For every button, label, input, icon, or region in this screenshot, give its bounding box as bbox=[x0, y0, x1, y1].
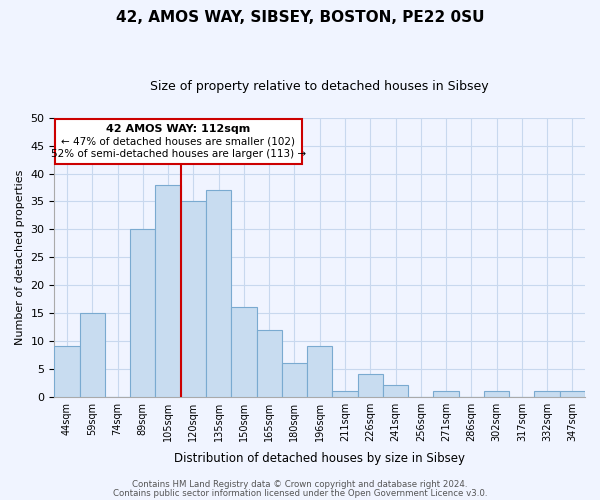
Text: Contains HM Land Registry data © Crown copyright and database right 2024.: Contains HM Land Registry data © Crown c… bbox=[132, 480, 468, 489]
Bar bbox=[55, 346, 80, 397]
FancyBboxPatch shape bbox=[55, 119, 302, 164]
Bar bbox=[181, 202, 206, 396]
Text: Contains public sector information licensed under the Open Government Licence v3: Contains public sector information licen… bbox=[113, 489, 487, 498]
Bar bbox=[130, 230, 155, 396]
X-axis label: Distribution of detached houses by size in Sibsey: Distribution of detached houses by size … bbox=[174, 452, 465, 465]
Bar bbox=[484, 391, 509, 396]
Bar bbox=[206, 190, 231, 396]
Bar bbox=[383, 386, 408, 396]
Bar bbox=[80, 313, 105, 396]
Text: 42, AMOS WAY, SIBSEY, BOSTON, PE22 0SU: 42, AMOS WAY, SIBSEY, BOSTON, PE22 0SU bbox=[116, 10, 484, 25]
Bar bbox=[257, 330, 282, 396]
Bar bbox=[282, 363, 307, 396]
Y-axis label: Number of detached properties: Number of detached properties bbox=[15, 170, 25, 345]
Bar bbox=[535, 391, 560, 396]
Text: ← 47% of detached houses are smaller (102): ← 47% of detached houses are smaller (10… bbox=[61, 136, 295, 146]
Bar bbox=[433, 391, 458, 396]
Bar bbox=[332, 391, 358, 396]
Bar bbox=[307, 346, 332, 397]
Bar bbox=[358, 374, 383, 396]
Text: 52% of semi-detached houses are larger (113) →: 52% of semi-detached houses are larger (… bbox=[51, 148, 306, 158]
Title: Size of property relative to detached houses in Sibsey: Size of property relative to detached ho… bbox=[151, 80, 489, 93]
Bar bbox=[231, 308, 257, 396]
Bar bbox=[560, 391, 585, 396]
Bar bbox=[155, 184, 181, 396]
Text: 42 AMOS WAY: 112sqm: 42 AMOS WAY: 112sqm bbox=[106, 124, 251, 134]
